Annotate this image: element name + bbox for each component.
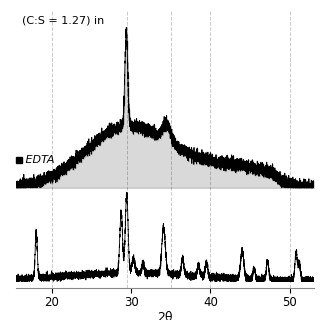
Text: (C:S = 1.27) in: (C:S = 1.27) in [22, 15, 104, 25]
X-axis label: 2θ: 2θ [157, 311, 172, 320]
Text: EDTA: EDTA [22, 155, 54, 165]
